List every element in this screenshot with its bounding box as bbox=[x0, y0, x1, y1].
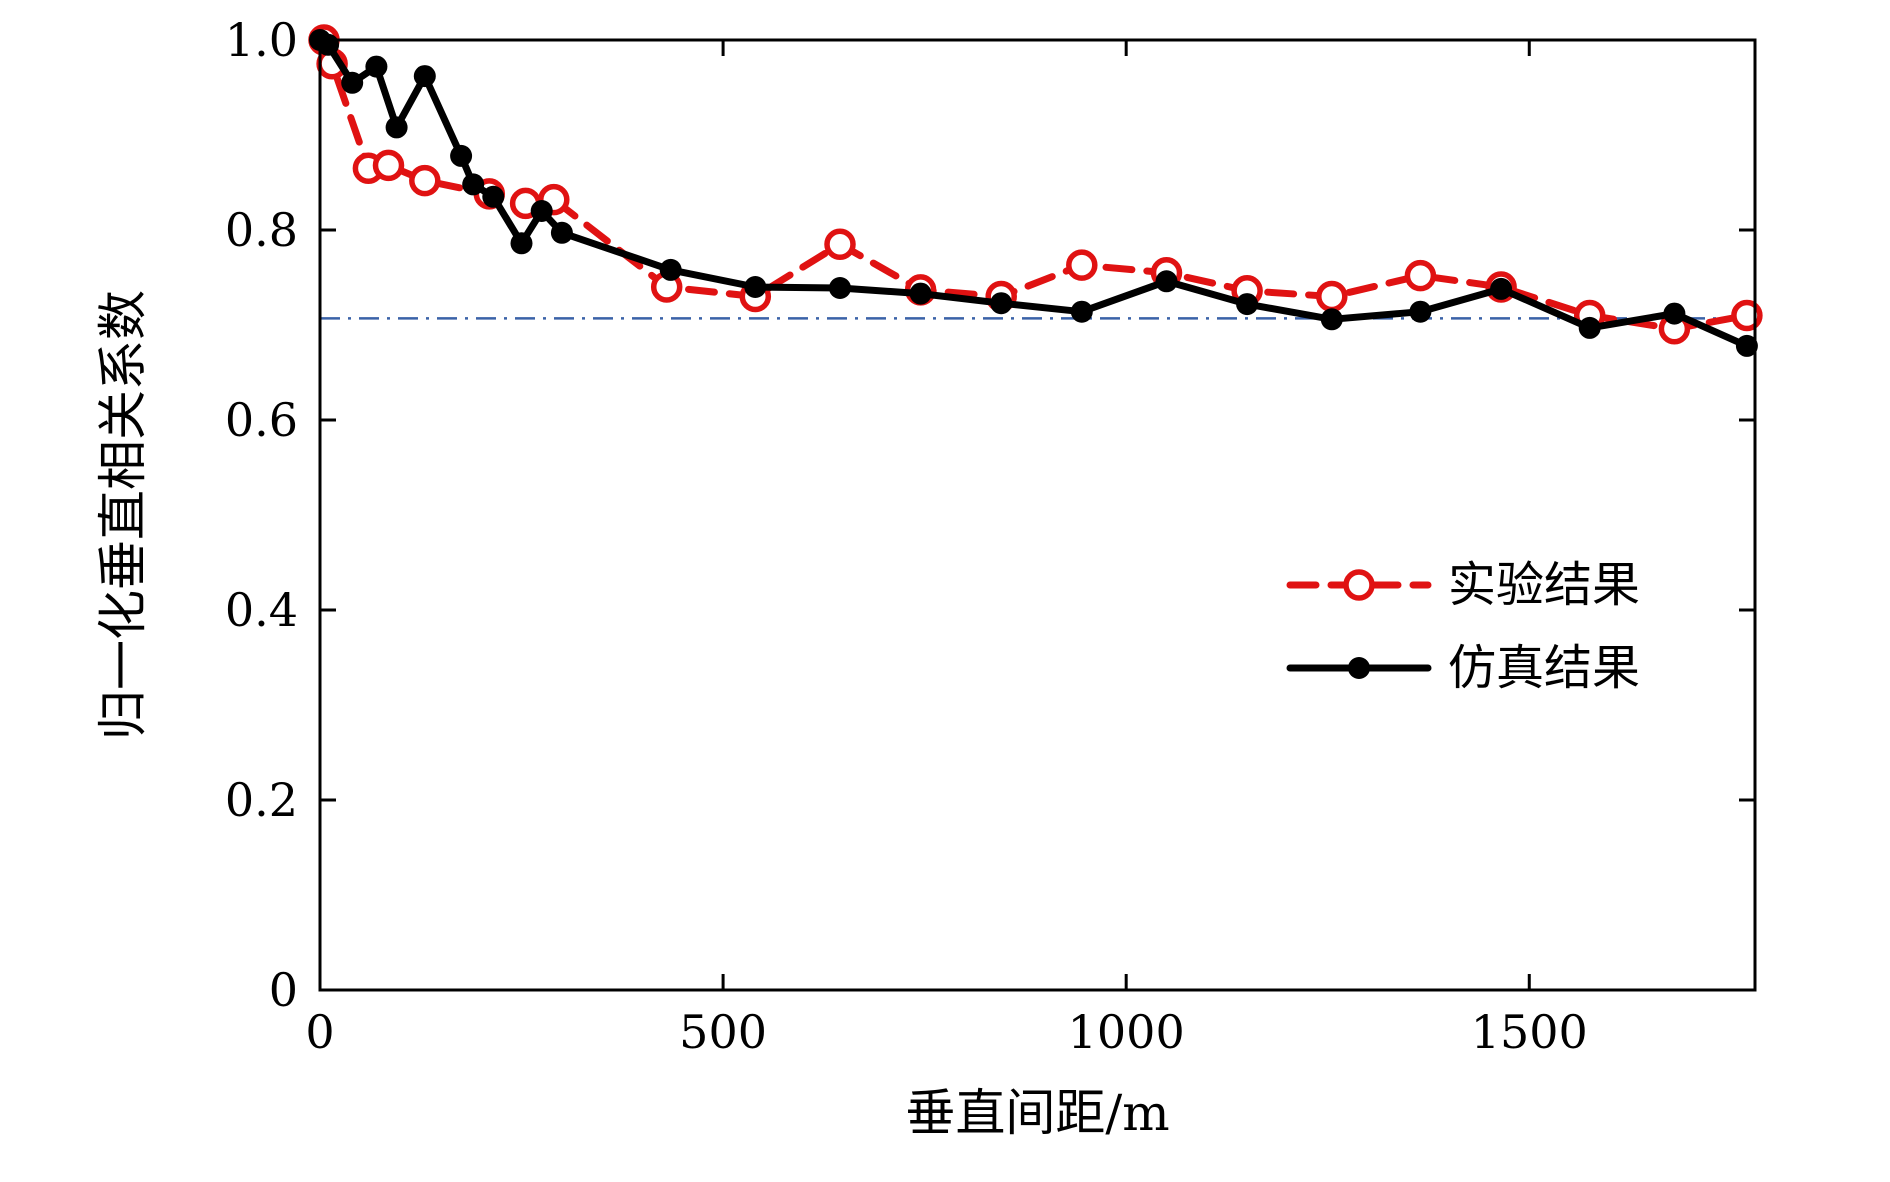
simulation-marker bbox=[462, 173, 485, 196]
simulation-marker bbox=[1155, 270, 1178, 293]
x-tick-label: 1000 bbox=[1068, 1005, 1185, 1059]
simulation-marker bbox=[450, 144, 473, 167]
axes: 0 500 1000 1500 0 0.2 0.4 0.6 0.8 1.0 bbox=[225, 13, 1757, 1059]
y-tick-label: 0 bbox=[269, 963, 298, 1017]
simulation-marker bbox=[1070, 300, 1093, 323]
experimental-line bbox=[320, 36, 1751, 333]
simulation-marker bbox=[385, 116, 408, 139]
simulation-marker bbox=[990, 292, 1013, 315]
simulation-marker bbox=[365, 55, 388, 78]
experimental-marker bbox=[409, 164, 441, 197]
experimental-marker bbox=[1731, 299, 1763, 332]
simulation-marker bbox=[413, 65, 436, 88]
plot-border bbox=[318, 38, 1757, 992]
simulation-marker bbox=[659, 258, 682, 281]
y-tick-label: 0.6 bbox=[225, 393, 298, 447]
y-tick-label: 0.2 bbox=[225, 773, 298, 827]
experimental-marker bbox=[824, 228, 856, 260]
x-axis-label: 垂直间距/m bbox=[905, 1084, 1169, 1142]
simulation-marker bbox=[1236, 293, 1259, 316]
simulation-marker bbox=[1320, 308, 1343, 331]
legend-label-experimental: 实验结果 bbox=[1448, 557, 1640, 613]
simulation-marker bbox=[744, 276, 767, 298]
simulation-marker bbox=[909, 282, 932, 305]
experimental-marker bbox=[1066, 249, 1098, 281]
simulation-marker bbox=[482, 185, 505, 208]
experimental-marker bbox=[1404, 259, 1437, 292]
y-tick-label: 1.0 bbox=[225, 13, 298, 67]
legend-marker-simulation bbox=[1348, 657, 1370, 679]
simulation-marker bbox=[530, 200, 553, 222]
experimental-marker bbox=[372, 149, 405, 182]
series-simulation bbox=[309, 29, 1758, 357]
y-tick-label: 0.8 bbox=[225, 203, 298, 257]
x-tick-label: 0 bbox=[305, 1005, 334, 1059]
simulation-marker bbox=[1735, 334, 1758, 357]
legend-label-simulation: 仿真结果 bbox=[1448, 640, 1640, 696]
simulation-marker bbox=[1578, 316, 1601, 339]
simulation-marker bbox=[510, 232, 533, 255]
legend-marker-experimental bbox=[1343, 569, 1375, 601]
simulation-marker bbox=[341, 71, 364, 94]
y-tick-label: 0.4 bbox=[225, 583, 298, 637]
x-tick-label: 1500 bbox=[1471, 1005, 1588, 1059]
x-tick-label: 500 bbox=[679, 1005, 767, 1059]
simulation-marker bbox=[829, 277, 851, 299]
series-experimental bbox=[308, 24, 1763, 345]
experimental-marker bbox=[1316, 280, 1348, 313]
simulation-marker bbox=[550, 221, 573, 244]
simulation-marker bbox=[1409, 300, 1432, 323]
y-axis-label: 归一化垂直相关系数 bbox=[94, 290, 152, 740]
simulation-marker bbox=[1490, 277, 1513, 300]
simulation-marker bbox=[1663, 302, 1686, 325]
